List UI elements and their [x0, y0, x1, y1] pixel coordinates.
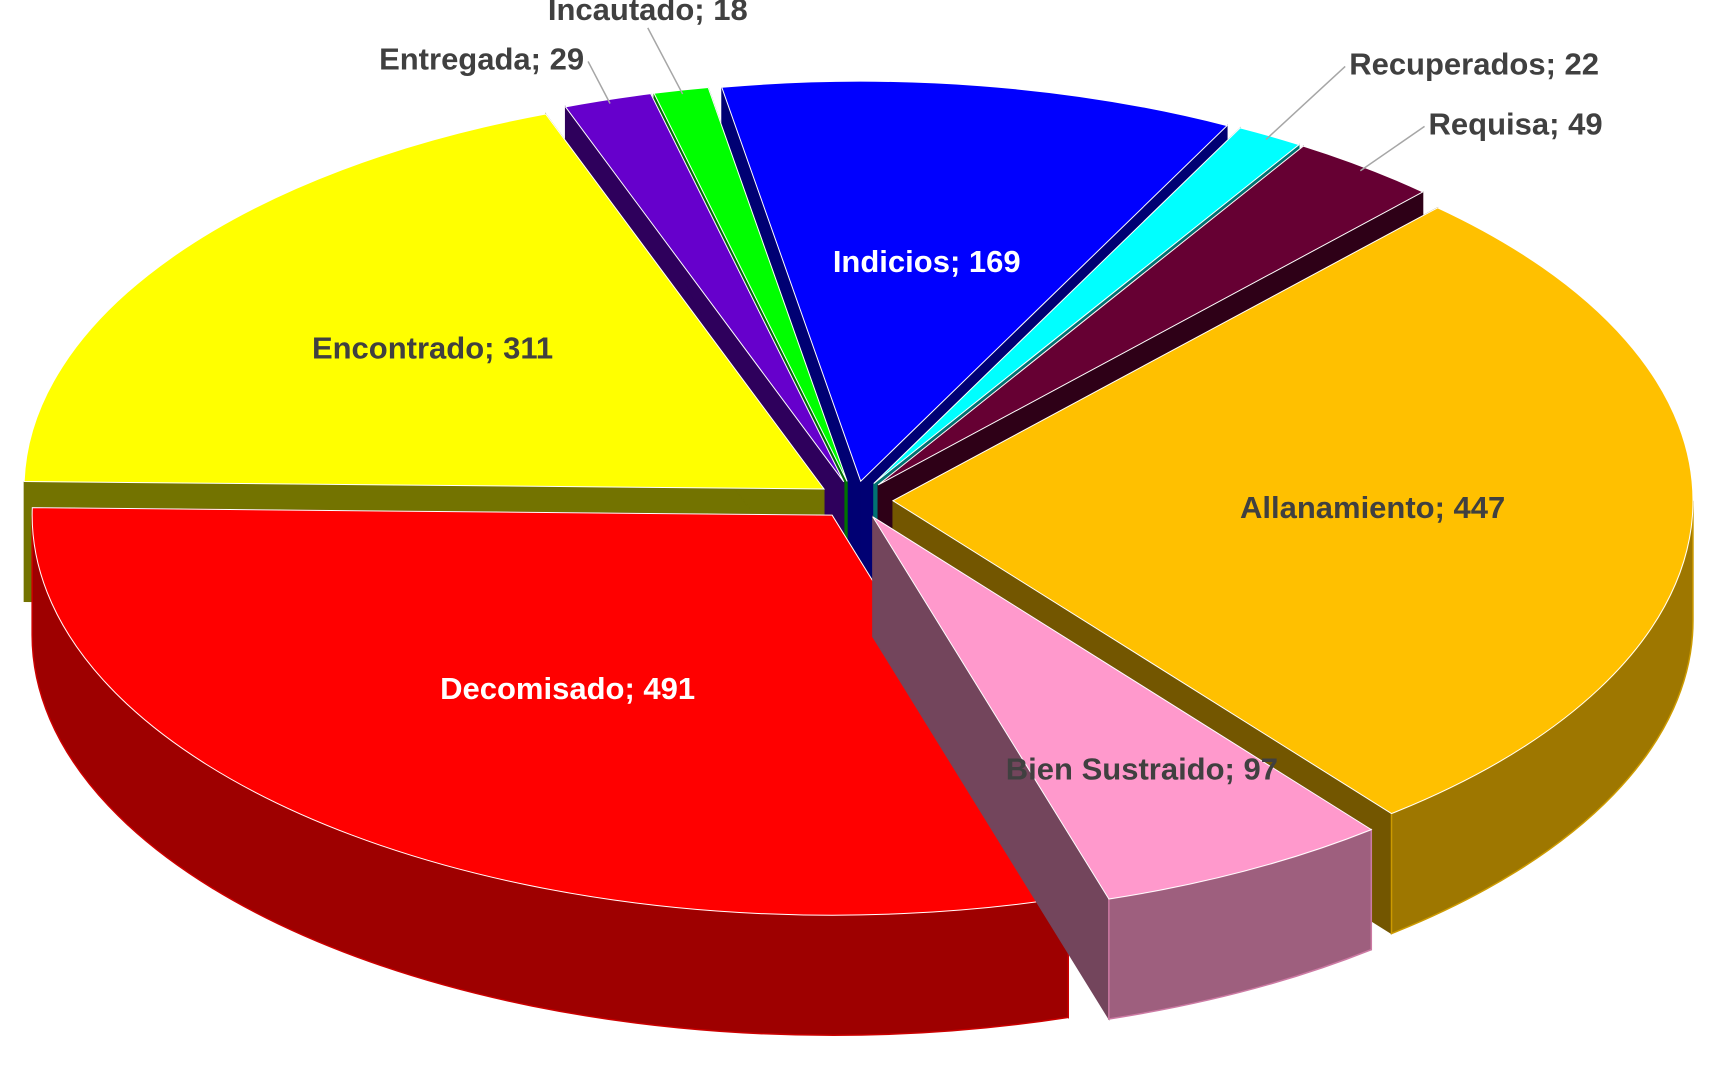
slice	[872, 515, 1373, 1021]
data-label: Requisa; 49	[1429, 107, 1603, 142]
slice-top	[23, 113, 826, 490]
data-label: Decomisado; 491	[440, 671, 695, 706]
slice-top	[31, 507, 1070, 916]
data-label: Indicios; 169	[833, 244, 1021, 279]
slice-top	[721, 80, 1229, 483]
data-label: Incautado; 18	[548, 0, 748, 27]
leader-line	[1359, 125, 1425, 172]
leader-line	[1265, 65, 1346, 141]
data-label: Allanamiento; 447	[1240, 490, 1505, 525]
data-label: Bien Sustraido; 97	[1006, 752, 1278, 787]
data-label: Encontrado; 311	[312, 330, 553, 365]
data-label: Recuperados; 22	[1349, 47, 1599, 82]
leader-line	[587, 61, 611, 104]
leader-line	[647, 27, 684, 95]
slice-top	[891, 207, 1694, 815]
slice-top	[872, 516, 1373, 900]
data-label: Entregada; 29	[379, 42, 584, 77]
